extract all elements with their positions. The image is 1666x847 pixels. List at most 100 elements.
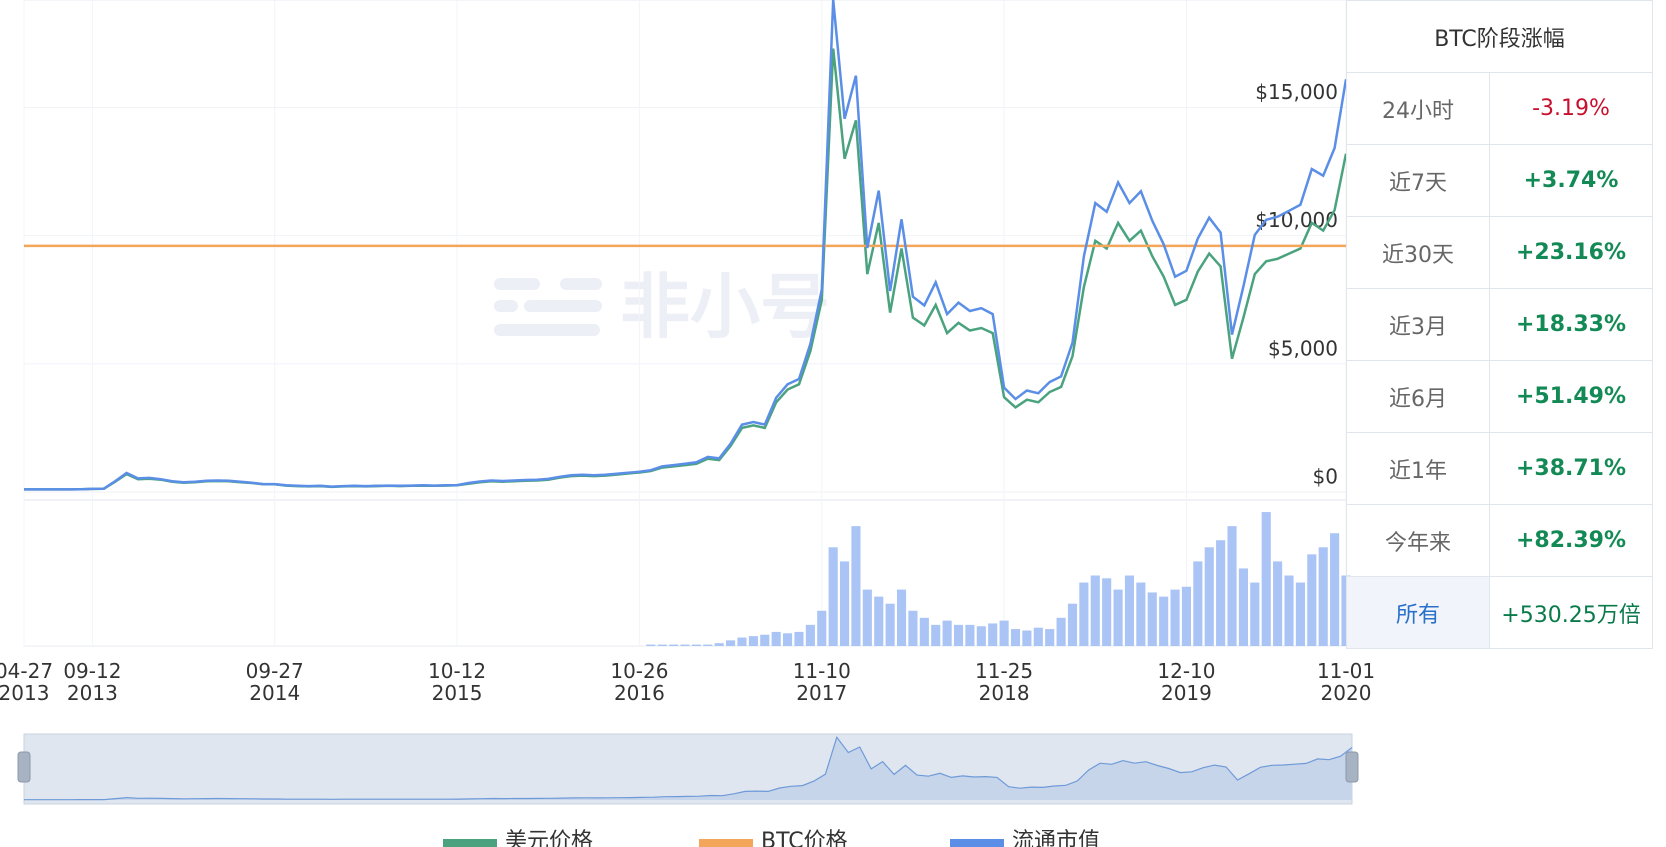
change-value: +82.39% — [1489, 504, 1653, 577]
volume-bar — [1102, 578, 1112, 646]
volume-bar — [1227, 526, 1237, 646]
volume-bar — [1170, 589, 1180, 646]
volume-bar — [1147, 592, 1157, 646]
legend-label: 美元价格 — [505, 829, 593, 847]
y-tick-label: $15,000 — [1255, 80, 1338, 104]
x-tick-label: 11-25 2018 — [975, 659, 1033, 705]
line — [24, 0, 1348, 491]
volume-bar — [1273, 561, 1283, 646]
volume-bar — [760, 634, 770, 646]
period-label: 近7天 — [1346, 144, 1490, 217]
x-tick-label: 11-10 2017 — [793, 659, 851, 705]
volume-bar — [726, 640, 736, 646]
volume-bar — [1216, 540, 1226, 646]
volume-bar — [953, 624, 964, 646]
volume-bar — [1261, 512, 1271, 646]
volume-bar — [691, 644, 701, 646]
legend-label: 流通市值 — [1012, 829, 1100, 847]
navigator-area — [24, 737, 1352, 800]
volume-bar — [931, 624, 941, 646]
stats-table: BTC阶段涨幅 24小时 -3.19% 近7天 +3.74% 近30天 +23.16% 近3月… — [1346, 0, 1653, 649]
change-value: +51.49% — [1489, 360, 1653, 433]
table-row: 所有 +530.25万倍 — [1346, 576, 1653, 649]
volume-bar — [1318, 547, 1328, 646]
volume-bar — [999, 620, 1009, 646]
volume-bar — [1056, 617, 1066, 646]
volume-bar — [896, 589, 907, 646]
volume-bar — [1113, 589, 1123, 646]
volume-bar — [908, 610, 918, 646]
volume-bar — [1067, 603, 1078, 646]
volume-bar — [1193, 561, 1203, 646]
x-tick-label: 09-27 2014 — [246, 659, 304, 705]
volume-bar — [794, 631, 804, 646]
volume-bar — [1238, 568, 1248, 646]
volume-bar — [748, 636, 758, 646]
volume-bar — [646, 644, 656, 646]
volume-bar — [1136, 582, 1146, 646]
volume-bar — [1307, 554, 1317, 646]
x-tick-label: 04-27 2013 — [0, 659, 53, 705]
volume-bar — [851, 526, 861, 646]
period-label: 近3月 — [1346, 288, 1490, 361]
watermark: 非小号 — [620, 266, 830, 348]
volume-bar — [885, 603, 895, 646]
volume-bar — [919, 617, 929, 646]
legend-swatch — [950, 839, 1004, 847]
change-value: -3.19% — [1489, 72, 1653, 145]
navigator-line — [24, 736, 1353, 801]
watermark-logo — [494, 278, 602, 336]
volume-bar — [1159, 596, 1169, 646]
legend-label: BTC价格 — [761, 829, 848, 847]
volume-bar — [657, 644, 667, 646]
table-row: 近7天 +3.74% — [1346, 144, 1653, 217]
volume-bar — [1330, 533, 1340, 646]
volume-bar — [703, 644, 713, 646]
volume-bar — [862, 589, 872, 646]
volume-bar — [988, 623, 998, 646]
period-label: 24小时 — [1346, 72, 1490, 145]
volume-bar — [1079, 582, 1089, 646]
volume-bar — [1022, 630, 1032, 646]
volume-bar — [839, 561, 850, 646]
period-label: 所有 — [1346, 576, 1490, 649]
volume-bar — [737, 637, 747, 646]
volume-bar — [1045, 629, 1055, 646]
period-label: 今年来 — [1346, 504, 1490, 577]
table-header-row: BTC阶段涨幅 — [1346, 0, 1653, 73]
volume-bar — [1181, 586, 1192, 646]
y-tick-label: $0 — [1313, 465, 1338, 489]
navigator-handle[interactable] — [17, 751, 31, 783]
period-label: 近30天 — [1346, 216, 1490, 289]
volume-bar — [1250, 582, 1260, 646]
volume-bar — [874, 596, 884, 646]
change-value: +530.25万倍 — [1489, 576, 1653, 649]
table-row: 今年来 +82.39% — [1346, 504, 1653, 577]
x-tick-label: 11-01 2020 — [1317, 659, 1375, 705]
navigator-handle[interactable] — [1345, 751, 1359, 783]
volume-bar — [771, 631, 781, 646]
volume-bar — [965, 624, 975, 646]
x-tick-label: 09-12 2013 — [63, 659, 121, 705]
volume-bar — [1033, 627, 1043, 646]
table-row: 近3月 +18.33% — [1346, 288, 1653, 361]
volume-bar — [783, 633, 793, 646]
volume-bar — [1204, 547, 1214, 646]
volume-bar — [1295, 582, 1305, 646]
change-value: +3.74% — [1489, 144, 1653, 217]
table-row: 近1年 +38.71% — [1346, 432, 1653, 505]
period-label: 近1年 — [1346, 432, 1490, 505]
x-tick-label: 12-10 2019 — [1157, 659, 1215, 705]
table-row: 24小时 -3.19% — [1346, 72, 1653, 145]
change-value: +23.16% — [1489, 216, 1653, 289]
table-row: 近6月 +51.49% — [1346, 360, 1653, 433]
volume-bar — [669, 644, 679, 646]
table-row: 近30天 +23.16% — [1346, 216, 1653, 289]
volume-bar — [714, 643, 724, 646]
volume-bar — [828, 547, 838, 646]
volume-bar — [1090, 575, 1100, 646]
change-value: +18.33% — [1489, 288, 1653, 361]
y-tick-label: $5,000 — [1268, 336, 1338, 360]
